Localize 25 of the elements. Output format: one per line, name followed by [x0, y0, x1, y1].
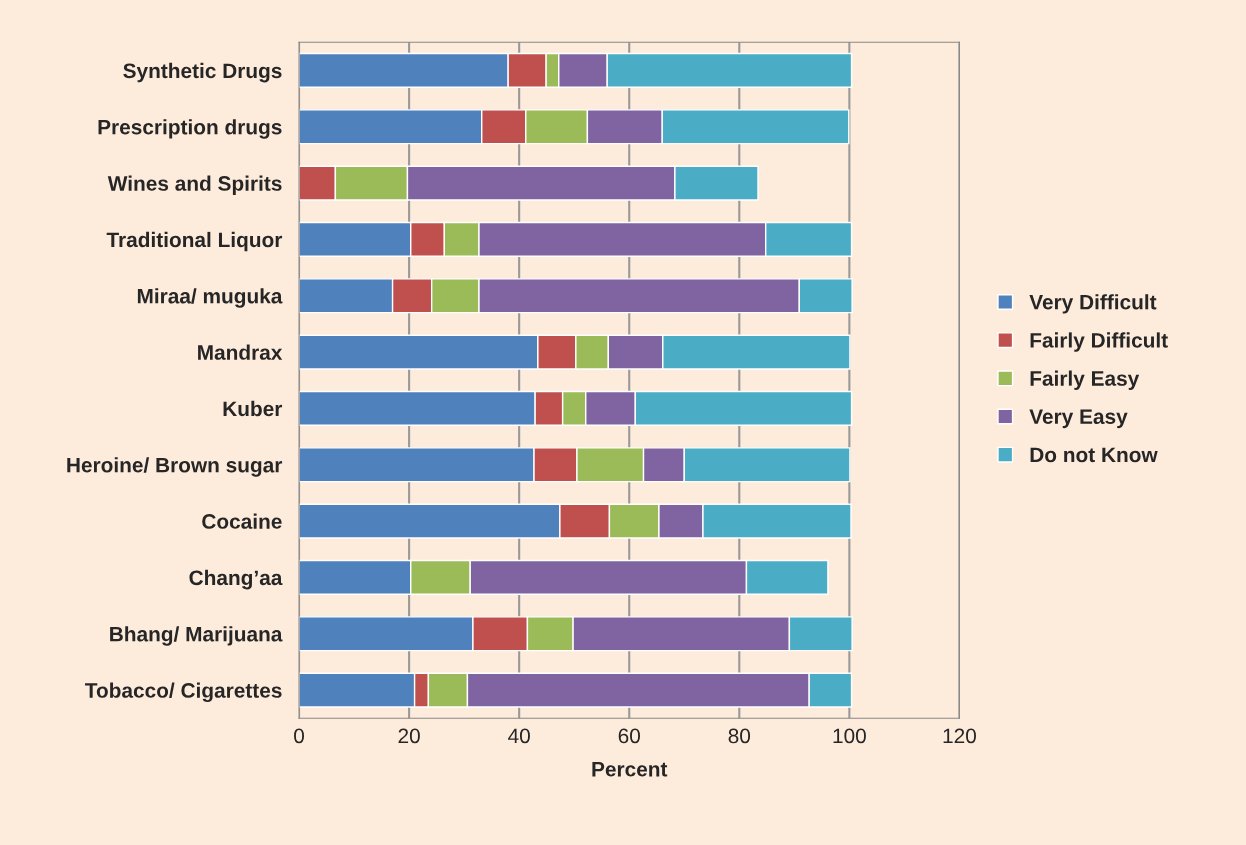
x-tick-label: 60 — [618, 728, 640, 744]
x-tick-label: 40 — [508, 728, 530, 744]
legend-label: Very Difficult — [1029, 294, 1157, 314]
y-tick-label: Miraa/ muguka — [137, 288, 283, 308]
y-tick-label: Bhang/ Marijuana — [110, 626, 283, 646]
x-tick-label: 120 — [943, 728, 976, 744]
y-tick-label: Traditional Liquor — [106, 231, 283, 252]
x-tick-label: 100 — [833, 728, 866, 744]
y-tick-label: Wines and Spirits — [107, 175, 282, 195]
y-tick-label: Tobacco/ Cigarettes — [85, 682, 282, 703]
legend-label: Fairly Easy — [1030, 370, 1140, 390]
y-tick-label: Chang’aa — [189, 569, 283, 590]
y-tick-label: Cocaine — [202, 513, 282, 529]
y-tick-label: Heroine/ Brown sugar — [67, 457, 283, 477]
legend-label: Very Easy — [1029, 409, 1128, 429]
y-tick-label: Mandrax — [198, 344, 283, 360]
x-tick-label: 0 — [294, 728, 305, 744]
y-tick-label: Synthetic Drugs — [123, 62, 282, 83]
x-tick-label: 20 — [398, 728, 420, 744]
x-axis-title: Percent — [592, 762, 668, 777]
legend-label: Do not Know — [1030, 447, 1158, 463]
y-tick-label: Prescription drugs — [98, 119, 282, 139]
legend-label: Fairly Difficult — [1030, 332, 1168, 352]
y-tick-label: Kuber — [223, 400, 283, 417]
x-tick-label: 80 — [728, 728, 751, 744]
